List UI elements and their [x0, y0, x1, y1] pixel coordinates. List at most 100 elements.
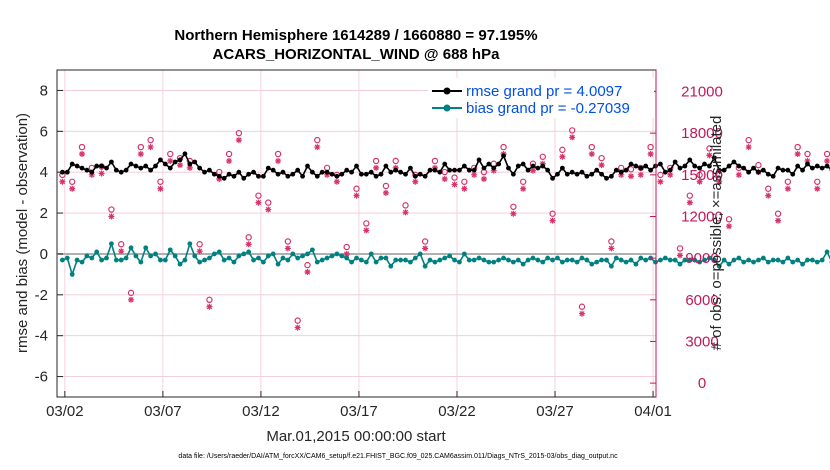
- rmse-marker: [795, 163, 801, 169]
- rmse-marker: [118, 169, 124, 175]
- bias-marker: [756, 257, 761, 263]
- obs-assimilated-marker: [696, 178, 703, 185]
- obs-assimilated-marker: [275, 157, 282, 164]
- y-left-tick-label: 6: [40, 123, 48, 140]
- bias-marker: [128, 245, 134, 251]
- obs-assimilated-marker: [196, 248, 203, 255]
- bias-marker: [260, 259, 266, 265]
- rmse-marker: [79, 165, 85, 171]
- rmse-marker: [638, 165, 644, 171]
- rmse-marker: [702, 161, 707, 167]
- obs-assimilated-marker: [490, 167, 497, 174]
- rmse-marker: [594, 167, 600, 173]
- obs-assimilated-marker: [167, 157, 174, 164]
- legend-rmse-label: rmse grand pr = 4.0097: [466, 83, 622, 100]
- rmse-marker: [765, 171, 771, 177]
- bias-marker: [471, 257, 477, 263]
- obs-possible-marker: [755, 161, 762, 169]
- bias-marker: [677, 261, 683, 267]
- obs-assimilated-marker: [157, 185, 164, 192]
- rmse-marker: [187, 161, 193, 167]
- rmse-marker: [613, 167, 619, 173]
- obs-possible-marker: [294, 317, 301, 324]
- rmse-marker: [677, 165, 683, 171]
- rmse-marker: [153, 163, 158, 169]
- obs-assimilated-marker: [373, 164, 380, 171]
- rmse-marker: [535, 165, 541, 171]
- obs-assimilated-marker: [422, 245, 429, 252]
- rmse-marker: [711, 155, 717, 161]
- obs-possible-marker: [392, 157, 399, 165]
- rmse-marker: [604, 175, 609, 181]
- bias-marker: [496, 257, 502, 263]
- obs-possible-marker: [598, 154, 605, 162]
- rmse-marker: [658, 161, 663, 167]
- rmse-marker: [628, 161, 634, 167]
- bias-marker: [241, 251, 247, 257]
- obs-possible-marker: [627, 166, 635, 173]
- obs-assimilated-marker: [69, 185, 76, 192]
- obs-assimilated-marker: [804, 157, 811, 164]
- rmse-marker: [359, 171, 364, 177]
- obs-possible-marker: [461, 178, 468, 185]
- obs-assimilated-marker: [412, 178, 419, 185]
- y-right-tick-label: 9000: [685, 250, 718, 267]
- bias-marker: [378, 255, 384, 261]
- rmse-marker: [520, 161, 526, 167]
- bias-marker: [383, 255, 389, 261]
- rmse-marker: [378, 171, 384, 177]
- obs-assimilated-marker: [637, 171, 644, 178]
- bias-marker: [476, 255, 482, 261]
- bias-marker: [339, 253, 345, 259]
- obs-assimilated-marker: [137, 151, 144, 158]
- obs-assimilated-marker: [745, 144, 752, 151]
- obs-possible-marker: [745, 136, 752, 144]
- bias-marker: [775, 257, 781, 263]
- bias-marker: [211, 251, 217, 257]
- rmse-marker: [559, 165, 565, 171]
- bias-marker: [746, 257, 752, 263]
- bias-marker: [604, 257, 609, 263]
- obs-assimilated-marker: [324, 171, 331, 178]
- bias-marker: [736, 255, 742, 261]
- rmse-marker: [506, 165, 511, 171]
- obs-possible-marker: [353, 185, 360, 192]
- obs-possible-marker: [676, 245, 684, 252]
- obs-possible-marker: [568, 127, 576, 134]
- bias-marker: [520, 261, 526, 267]
- obs-possible-marker: [108, 206, 115, 213]
- bias-marker: [334, 251, 340, 257]
- obs-assimilated-marker: [578, 310, 585, 317]
- bias-marker: [824, 249, 830, 255]
- obs-assimilated-marker: [647, 151, 654, 158]
- rmse-marker: [501, 153, 506, 159]
- rmse-marker: [84, 167, 90, 173]
- rmse-marker: [809, 165, 815, 171]
- rmse-marker: [226, 171, 232, 177]
- rmse-marker: [275, 171, 281, 177]
- rmse-marker: [393, 167, 399, 173]
- bias-marker: [809, 257, 815, 263]
- obs-assimilated-marker: [206, 303, 213, 310]
- legend-bias-marker: [443, 104, 451, 112]
- rmse-marker: [177, 157, 183, 163]
- rmse-marker: [260, 173, 266, 179]
- bias-marker: [819, 257, 825, 263]
- rmse-marker: [236, 169, 242, 175]
- rmse-marker: [716, 167, 722, 173]
- bias-marker: [123, 255, 129, 261]
- obs-possible-marker: [774, 210, 782, 217]
- bias-marker: [251, 257, 256, 263]
- obs-assimilated-marker: [686, 199, 693, 206]
- obs-assimilated-marker: [88, 171, 95, 178]
- rmse-marker: [726, 163, 732, 169]
- bias-marker: [555, 255, 560, 261]
- obs-assimilated-marker: [245, 241, 252, 248]
- rmse-marker: [64, 169, 70, 175]
- bias-marker: [231, 259, 237, 265]
- bias-marker: [535, 257, 541, 263]
- rmse-marker: [633, 163, 639, 169]
- bias-marker: [481, 257, 487, 263]
- rmse-marker: [251, 169, 256, 175]
